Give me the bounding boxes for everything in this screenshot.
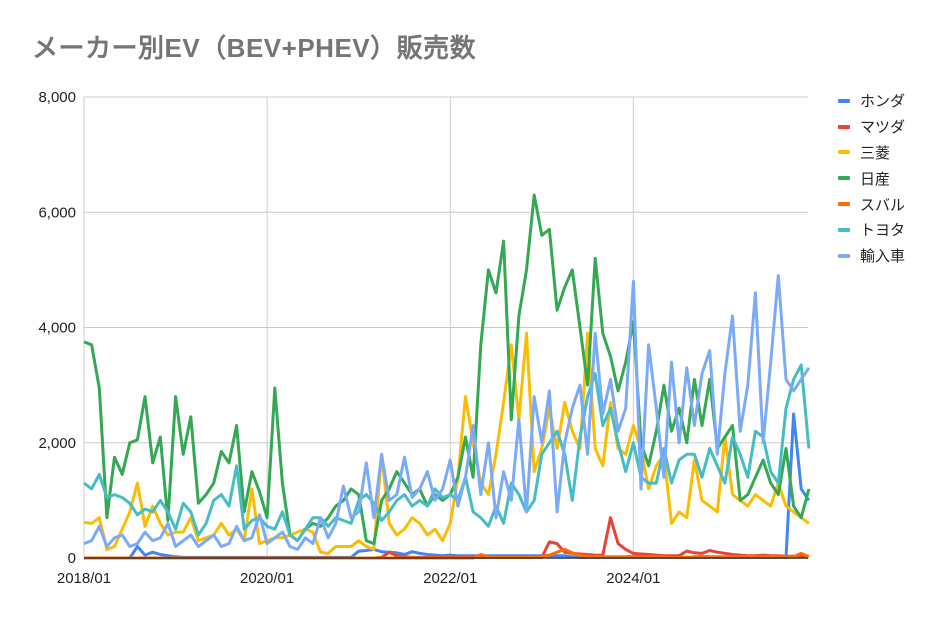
legend-item-imports[interactable]: 輸入車 [838,243,905,269]
chart-title: メーカー別EV（BEV+PHEV）販売数 [32,33,477,63]
x-tick-label: 2020/01 [240,570,294,587]
legend-label: 輸入車 [860,248,906,266]
legend-swatch-icon [838,227,850,232]
y-tick-label: 0 [68,550,76,567]
legend-item-honda[interactable]: ホンダ [838,88,905,114]
legend-swatch-icon [838,150,850,155]
legend-swatch-icon [838,202,850,207]
legend-swatch-icon [838,253,850,258]
x-tick-label: 2018/01 [57,570,111,587]
legend-item-mitsubishi[interactable]: 三菱 [838,140,905,166]
y-axis-ticks: 0 2,000 4,000 6,000 8,000 [38,89,76,567]
legend-label: マツダ [860,119,906,137]
series-line [83,331,810,555]
legend-label: トヨタ [860,222,906,240]
series-line [83,274,811,551]
gridlines [83,96,808,558]
legend-item-nissan[interactable]: 日産 [838,165,905,191]
legend-label: 三菱 [860,144,891,162]
y-tick-label: 8,000 [38,89,76,106]
legend-label: スバル [860,196,906,214]
legend-item-toyota[interactable]: トヨタ [838,217,905,243]
y-tick-label: 2,000 [38,435,76,452]
x-tick-label: 2022/01 [423,570,477,587]
y-tick-label: 4,000 [38,320,76,337]
y-tick-label: 6,000 [38,204,76,221]
legend-swatch-icon [838,176,850,181]
legend-item-subaru[interactable]: スバル [838,191,905,217]
series-lines [83,193,811,560]
legend-swatch-icon [838,124,850,129]
legend-item-mazda[interactable]: マツダ [838,114,905,140]
legend-label: ホンダ [860,93,906,111]
x-tick-label: 2024/01 [606,570,660,587]
legend-label: 日産 [860,170,891,188]
series-line [83,363,811,543]
x-axis-ticks: 2018/01 2020/01 2022/01 2024/01 [57,570,661,587]
legend-swatch-icon [838,98,850,103]
legend: ホンダ マツダ 三菱 日産 スバル トヨタ 輸入車 [838,88,905,269]
